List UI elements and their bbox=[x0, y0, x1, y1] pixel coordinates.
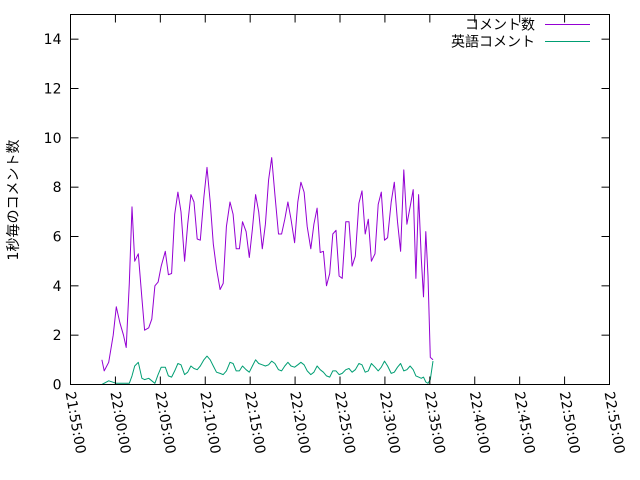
y-tick-label: 4 bbox=[53, 279, 62, 295]
y-axis-title: 1秒毎のコメント数 bbox=[6, 140, 22, 261]
series-group bbox=[101, 157, 434, 385]
y-tick-label: 8 bbox=[53, 180, 62, 196]
legend-label: コメント数 bbox=[465, 18, 535, 34]
y-tick-label: 10 bbox=[44, 131, 62, 147]
y-axis: 0 2 4 6 8 10 12 14 bbox=[44, 32, 610, 394]
y-tick-label: 12 bbox=[44, 82, 62, 98]
y-tick-label: 6 bbox=[53, 230, 62, 246]
series-line-1 bbox=[101, 157, 434, 372]
y-tick-label: 14 bbox=[44, 32, 62, 48]
y-tick-label: 0 bbox=[53, 378, 62, 394]
series-line-2 bbox=[101, 355, 434, 385]
legend-label: 英語コメント bbox=[451, 34, 535, 51]
y-tick-label: 2 bbox=[53, 328, 62, 344]
